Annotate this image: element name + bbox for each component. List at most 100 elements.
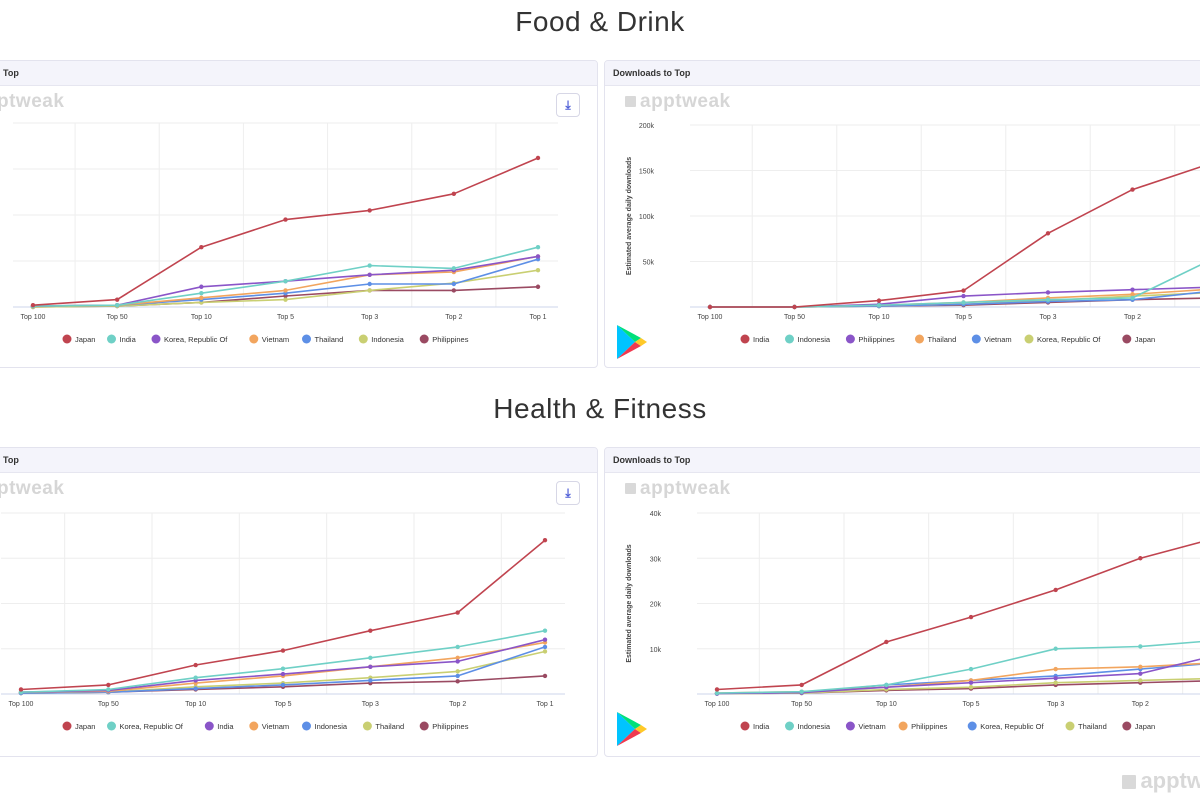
data-point <box>535 155 541 161</box>
legend-marker <box>249 721 259 731</box>
data-point <box>199 295 204 300</box>
data-point <box>283 279 288 284</box>
data-point <box>542 673 548 679</box>
data-point <box>876 302 882 308</box>
data-point <box>542 649 548 654</box>
legend-label: Japan <box>1135 722 1155 731</box>
section-title-food: Food & Drink <box>515 6 685 37</box>
data-point <box>455 610 460 615</box>
legend-marker <box>1122 721 1132 731</box>
data-point <box>792 304 797 310</box>
data-point <box>1138 556 1143 561</box>
footer-apptweak-logo: apptw <box>1122 768 1200 794</box>
google-play-icon <box>617 712 647 746</box>
legend-marker <box>740 721 750 731</box>
legend-label: Thailand <box>375 722 404 731</box>
legend-marker <box>967 721 977 731</box>
panel-header: Top <box>0 61 597 86</box>
x-tick-label: Top 100 <box>21 314 46 321</box>
apptweak-logo-icon <box>1122 775 1137 790</box>
footer-logo-text: apptw <box>1140 768 1200 793</box>
x-tick-label: Top 10 <box>868 314 889 321</box>
data-point <box>283 288 288 293</box>
data-point <box>193 675 198 680</box>
legend-marker <box>419 721 429 731</box>
legend-marker <box>302 334 311 344</box>
legend-label: India <box>120 335 137 344</box>
download-button[interactable]: ⤓ <box>556 93 580 117</box>
data-point <box>1130 187 1135 192</box>
data-point <box>283 217 288 222</box>
legend-marker <box>1065 721 1075 731</box>
legend-marker <box>107 334 116 344</box>
y-tick-label: 200k <box>639 123 655 130</box>
data-point <box>1130 292 1135 297</box>
chart-panel-health-right: Downloads to Top apptweak 10k 20k 30k 40k Es… <box>604 447 1200 757</box>
data-point <box>884 639 889 645</box>
x-tick-label: Top 50 <box>784 314 805 321</box>
legend-label: Vietnam <box>262 335 289 344</box>
data-point <box>968 614 974 620</box>
data-point <box>799 689 804 694</box>
chart-panel-health-left: Top ptweak ⤓ Top 100 Top 50 Top 10 Top 5 Top… <box>0 447 598 757</box>
legend-label: India <box>753 335 770 344</box>
google-play-icon <box>617 325 647 359</box>
data-point <box>1053 646 1058 651</box>
data-point <box>367 272 372 277</box>
data-point <box>455 655 460 660</box>
legend-marker <box>845 721 855 731</box>
legend-marker <box>107 721 116 731</box>
x-tick-label: Top 3 <box>361 314 378 321</box>
download-icon: ⤓ <box>565 98 571 112</box>
y-tick-label: 40k <box>650 511 662 518</box>
download-button[interactable]: ⤓ <box>556 481 580 505</box>
line-chart-food-right: 50k 100k 150k 200k Estimated average daily d… <box>626 123 1200 344</box>
data-point <box>451 288 457 293</box>
data-point <box>367 288 372 293</box>
data-point <box>535 254 541 259</box>
legend-label: Thailand <box>928 335 957 344</box>
x-tick-label: Top 5 <box>274 701 291 708</box>
data-point <box>968 680 974 685</box>
data-point <box>455 673 460 679</box>
apptweak-watermark: ptweak <box>0 91 65 112</box>
data-point <box>114 297 120 302</box>
x-tick-label: Top 2 <box>445 314 462 321</box>
y-tick-label: 20k <box>650 602 662 609</box>
data-point <box>106 682 111 688</box>
x-tick-label: Top 2 <box>1132 701 1149 708</box>
x-tick-label: Top 2 <box>449 701 466 708</box>
legend-label: Korea, Republic Of <box>1037 335 1101 344</box>
legend-marker <box>740 334 750 344</box>
legend-label: Korea, Republic Of <box>120 722 184 731</box>
data-point <box>1130 287 1135 292</box>
legend-marker <box>915 334 924 344</box>
data-point <box>1045 297 1051 302</box>
y-tick-label: 100k <box>639 214 655 221</box>
legend-label: Korea, Republic Of <box>980 722 1044 731</box>
data-point <box>542 644 548 650</box>
legend-label: Philippines <box>911 722 948 731</box>
data-point <box>542 537 548 543</box>
data-point <box>1138 671 1143 676</box>
x-tick-label: Top 50 <box>107 314 128 321</box>
y-tick-label: 10k <box>650 647 662 654</box>
x-tick-label: Top 100 <box>705 701 730 708</box>
x-tick-label: Top 5 <box>962 701 979 708</box>
x-tick-label: Top 50 <box>791 701 812 708</box>
data-point <box>968 685 974 690</box>
chart-panel-food-right: Downloads to Top apptweak 50k 100k 150k 200… <box>604 60 1200 368</box>
watermark-text: apptweak <box>640 91 731 112</box>
data-point <box>280 682 286 688</box>
y-axis-title: Estimated average daily downloads <box>626 544 633 662</box>
data-point <box>199 291 204 296</box>
legend-label: Philippines <box>432 335 469 344</box>
y-tick-label: 150k <box>639 169 655 176</box>
data-point <box>542 628 548 633</box>
data-point <box>542 637 548 642</box>
data-point <box>535 245 541 250</box>
legend-label: Thailand <box>1078 722 1107 731</box>
data-point <box>193 686 198 691</box>
legend-label: Thailand <box>315 335 344 344</box>
y-tick-label: 30k <box>650 556 662 563</box>
